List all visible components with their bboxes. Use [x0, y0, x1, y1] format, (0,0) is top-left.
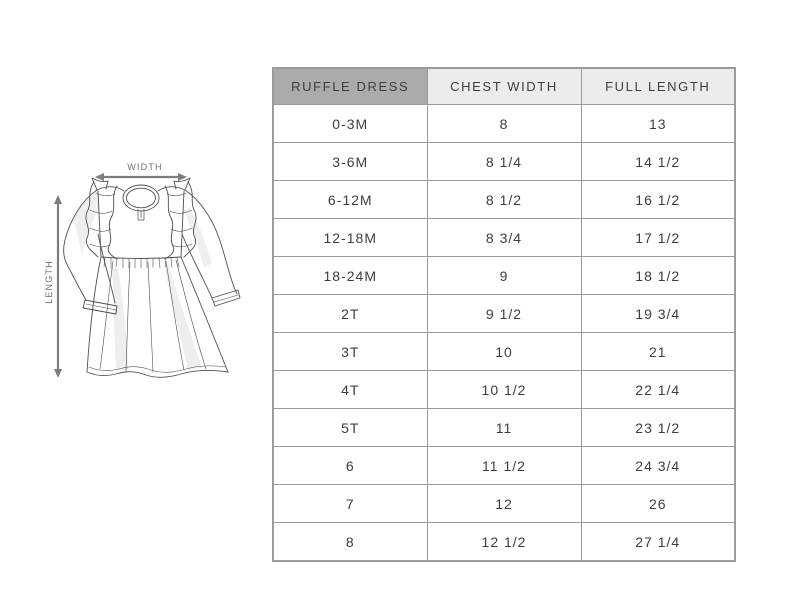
full-length-cell: 18 1/2: [580, 256, 736, 295]
full-length-cell: 17 1/2: [580, 218, 736, 257]
length-measurement-label: LENGTH: [44, 260, 54, 304]
size-cell: 3T: [272, 332, 428, 371]
table-row: 8 12 1/2 27 1/4: [272, 522, 736, 562]
chest-width-cell: 10: [426, 332, 582, 371]
header-cell-chest-width: CHEST WIDTH: [426, 67, 582, 105]
size-cell: 0-3M: [272, 104, 428, 143]
chest-width-cell: 10 1/2: [426, 370, 582, 409]
size-cell: 5T: [272, 408, 428, 447]
size-table-header: RUFFLE DRESS CHEST WIDTH FULL LENGTH: [272, 67, 736, 105]
table-row: 12-18M 8 3/4 17 1/2: [272, 218, 736, 257]
chest-width-cell: 11 1/2: [426, 446, 582, 485]
full-length-cell: 19 3/4: [580, 294, 736, 333]
dress-illustration: [54, 173, 241, 378]
full-length-cell: 24 3/4: [580, 446, 736, 485]
full-length-cell: 13: [580, 104, 736, 143]
full-length-cell: 14 1/2: [580, 142, 736, 181]
table-row: 3-6M 8 1/4 14 1/2: [272, 142, 736, 181]
header-row: RUFFLE DRESS CHEST WIDTH FULL LENGTH: [272, 67, 736, 105]
width-arrow: [95, 173, 187, 181]
full-length-cell: 21: [580, 332, 736, 371]
size-cell: 12-18M: [272, 218, 428, 257]
size-table-body: 0-3M 8 13 3-6M 8 1/4 14 1/2 6-12M 8 1/2 16 1/2 12…: [272, 104, 736, 562]
chest-width-cell: 8 3/4: [426, 218, 582, 257]
table-row: 6 11 1/2 24 3/4: [272, 446, 736, 485]
table-row: 7 12 26: [272, 484, 736, 523]
size-cell: 6-12M: [272, 180, 428, 219]
table-row: 5T 11 23 1/2: [272, 408, 736, 447]
size-cell: 4T: [272, 370, 428, 409]
header-cell-product: RUFFLE DRESS: [272, 67, 428, 105]
chest-width-cell: 9 1/2: [426, 294, 582, 333]
full-length-cell: 22 1/4: [580, 370, 736, 409]
dress-line-art: [63, 177, 241, 378]
chest-width-cell: 12 1/2: [426, 522, 582, 562]
full-length-cell: 23 1/2: [580, 408, 736, 447]
chest-width-cell: 12: [426, 484, 582, 523]
full-length-cell: 27 1/4: [580, 522, 736, 562]
table-row: 0-3M 8 13: [272, 104, 736, 143]
full-length-cell: 16 1/2: [580, 180, 736, 219]
chest-width-cell: 8: [426, 104, 582, 143]
size-cell: 18-24M: [272, 256, 428, 295]
chest-width-cell: 8 1/2: [426, 180, 582, 219]
size-chart-table: RUFFLE DRESS CHEST WIDTH FULL LENGTH 0-3…: [272, 67, 736, 562]
size-cell: 2T: [272, 294, 428, 333]
width-measurement-label: WIDTH: [127, 162, 163, 172]
full-length-cell: 26: [580, 484, 736, 523]
table-row: 4T 10 1/2 22 1/4: [272, 370, 736, 409]
size-cell: 6: [272, 446, 428, 485]
size-cell: 7: [272, 484, 428, 523]
chest-width-cell: 9: [426, 256, 582, 295]
chest-width-cell: 11: [426, 408, 582, 447]
table-row: 3T 10 21: [272, 332, 736, 371]
size-cell: 8: [272, 522, 428, 562]
table-row: 6-12M 8 1/2 16 1/2: [272, 180, 736, 219]
length-arrow: [54, 195, 62, 378]
header-cell-full-length: FULL LENGTH: [580, 67, 736, 105]
table-row: 2T 9 1/2 19 3/4: [272, 294, 736, 333]
size-cell: 3-6M: [272, 142, 428, 181]
table-row: 18-24M 9 18 1/2: [272, 256, 736, 295]
chest-width-cell: 8 1/4: [426, 142, 582, 181]
